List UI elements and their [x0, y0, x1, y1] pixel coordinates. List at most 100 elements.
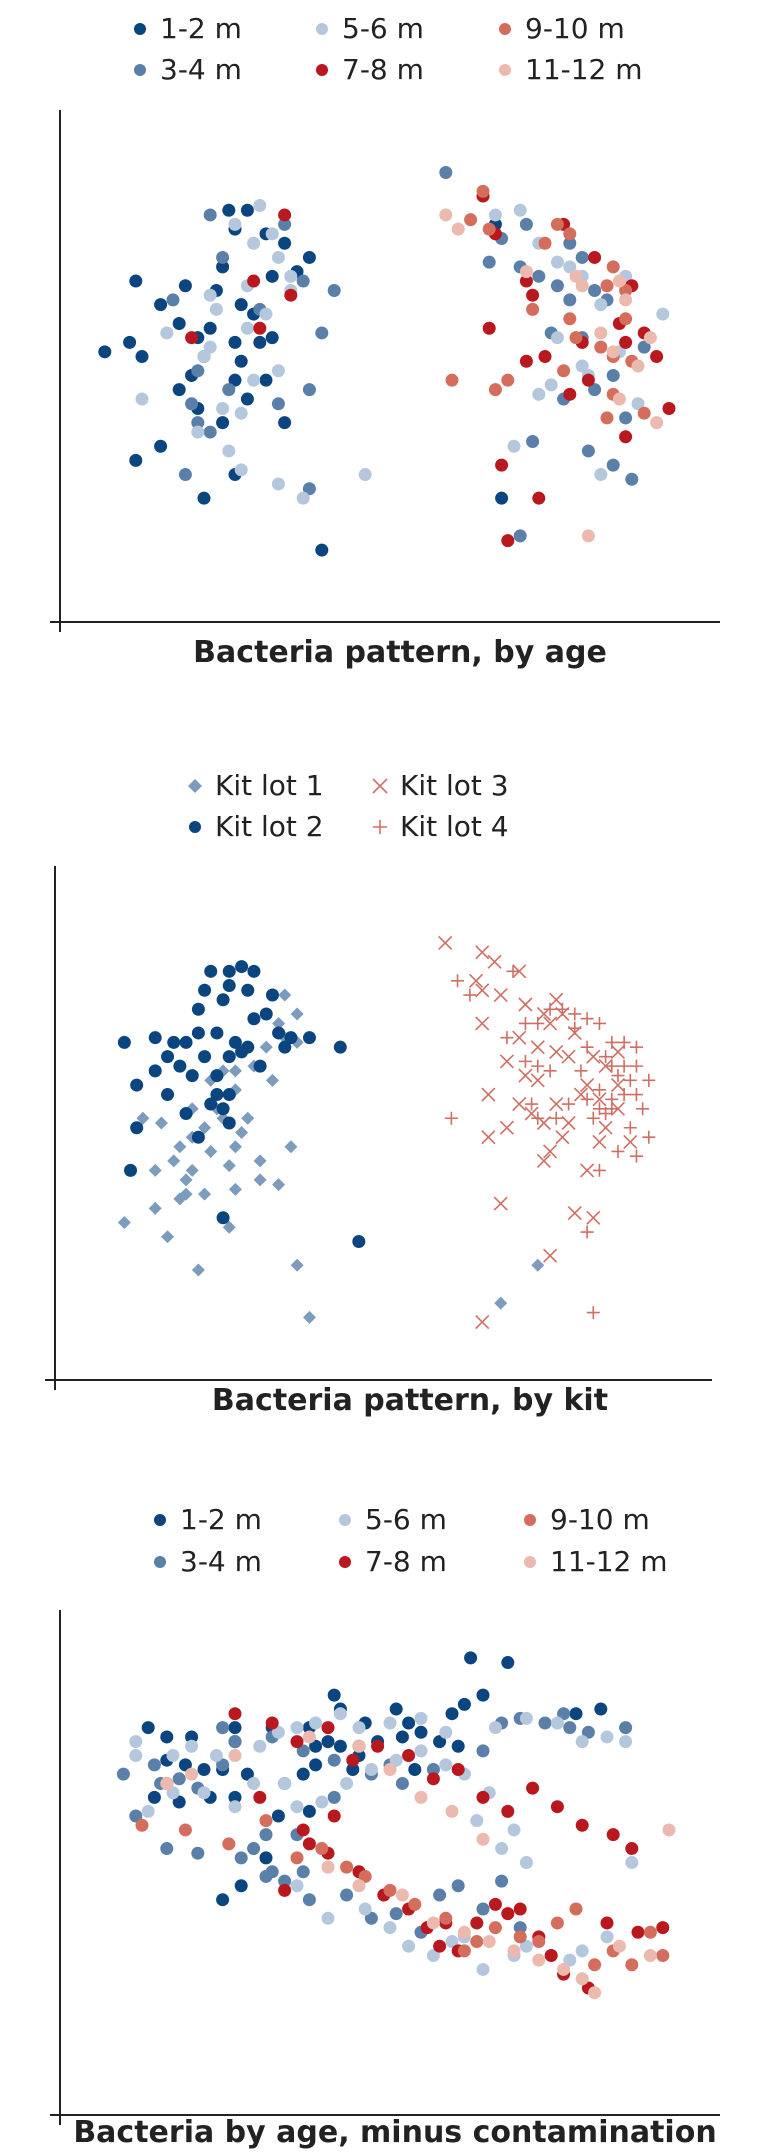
data-point-kit3 — [475, 1016, 490, 1031]
legend-label-kit1: Kit lot 1 — [215, 769, 324, 802]
data-point-1-2 — [216, 416, 230, 430]
data-point-11-12 — [594, 326, 608, 340]
legend-label-kit4: Kit lot 4 — [400, 810, 509, 843]
data-point-9-10 — [383, 1883, 397, 1897]
data-point-5-6 — [290, 1800, 304, 1814]
data-point-7-8 — [278, 1883, 292, 1897]
data-point-kit3 — [543, 1016, 558, 1031]
data-point-kit3 — [543, 1248, 558, 1263]
data-point-kit4 — [605, 1059, 619, 1073]
legend-marker-3-4 — [134, 64, 146, 76]
data-point-kit2 — [130, 1121, 144, 1135]
data-point-7-8 — [526, 288, 540, 302]
data-point-kit3 — [468, 973, 484, 988]
data-point-1-2 — [185, 1730, 199, 1744]
data-point-kit1 — [272, 1016, 286, 1030]
data-point-3-4 — [315, 326, 329, 340]
data-point-3-4 — [160, 1842, 174, 1856]
data-point-1-2 — [203, 321, 217, 335]
data-point-5-6 — [519, 1711, 533, 1725]
data-point-kit1 — [198, 1121, 212, 1135]
data-point-1-2 — [278, 236, 292, 250]
data-point-kit2 — [210, 1026, 224, 1040]
data-point-5-6 — [414, 1744, 428, 1758]
legend-marker-9-10 — [524, 1514, 536, 1526]
data-point-5-6 — [625, 1856, 639, 1869]
chart-panel-age-minus: 1-2 m 5-6 m 9-10 m 3-4 m 7-8 m 11-12 m Bacteri… — [0, 1470, 761, 2156]
data-point-7-8 — [290, 1735, 304, 1749]
data-point-11-12 — [321, 1860, 335, 1874]
data-point-5-6 — [203, 340, 217, 354]
legend-label-7-8: 7-8 m — [342, 53, 424, 86]
data-point-3-4 — [178, 468, 192, 482]
data-point-kit3 — [592, 1092, 607, 1107]
data-point-1-2 — [333, 1739, 347, 1753]
data-point-1-2 — [228, 1790, 242, 1804]
data-point-11-12 — [185, 1767, 199, 1781]
data-point-1-2 — [408, 1763, 422, 1776]
legend-marker-3-4 — [154, 1556, 166, 1568]
data-point-11-12 — [302, 1730, 316, 1744]
data-point-3-4 — [538, 1716, 552, 1730]
data-point-9-10 — [550, 1916, 564, 1930]
data-point-kit3 — [580, 1078, 595, 1093]
data-point-5-6 — [197, 1786, 211, 1800]
data-point-kit3 — [555, 1130, 570, 1145]
data-point-11-12 — [612, 1939, 626, 1953]
data-point-kit1 — [228, 1064, 242, 1078]
data-point-kit2 — [222, 1116, 236, 1130]
scatter-chart-kit: Kit lot 1 Kit lot 3 Kit lot 2 Kit lot 4 Bact… — [45, 769, 712, 1418]
data-point-9-10 — [588, 1958, 602, 1972]
data-point-kit1 — [185, 1163, 199, 1177]
data-point-kit2 — [333, 1040, 347, 1054]
data-point-1-2 — [123, 335, 137, 349]
data-point-11-12 — [619, 293, 633, 307]
data-point-5-6 — [532, 387, 546, 401]
data-point-kit1 — [204, 1144, 218, 1158]
data-point-kit2 — [148, 1064, 162, 1078]
data-point-1-2 — [402, 1716, 416, 1730]
data-point-7-8 — [451, 1763, 465, 1776]
data-point-5-6 — [519, 1939, 533, 1953]
data-point-5-6 — [284, 269, 298, 283]
data-point-3-4 — [327, 1790, 341, 1804]
data-point-11-12 — [457, 1925, 471, 1939]
data-point-3-4 — [451, 1879, 465, 1893]
data-point-5-6 — [315, 1795, 329, 1809]
data-point-5-6 — [253, 1739, 267, 1753]
data-point-kit4 — [605, 1035, 619, 1049]
data-point-1-2 — [476, 1688, 490, 1702]
data-point-5-6 — [222, 444, 236, 458]
data-point-5-6 — [228, 1800, 242, 1814]
data-point-3-4 — [532, 269, 546, 283]
data-point-7-8 — [501, 1907, 515, 1921]
data-point-9-10 — [643, 1925, 657, 1939]
data-point-9-10 — [526, 302, 540, 316]
data-point-1-2 — [240, 203, 254, 217]
data-point-kit4 — [549, 1111, 563, 1125]
data-point-kit1 — [185, 1102, 199, 1116]
data-point-7-8 — [302, 1837, 316, 1851]
data-point-5-6 — [240, 321, 254, 335]
data-point-3-4 — [222, 383, 236, 397]
data-point-kit3 — [543, 1144, 558, 1159]
data-point-9-10 — [439, 1911, 453, 1925]
legend-label-kit2: Kit lot 2 — [215, 810, 324, 843]
data-point-5-6 — [594, 468, 608, 482]
data-point-kit1 — [148, 1201, 162, 1215]
data-point-3-4 — [302, 482, 316, 496]
data-point-kit4 — [629, 1149, 643, 1163]
data-point-kit1 — [253, 1173, 267, 1187]
data-point-kit3 — [580, 1163, 595, 1178]
data-point-9-10 — [315, 1842, 329, 1856]
data-point-kit1 — [253, 1154, 267, 1168]
data-point-kit4 — [531, 1059, 545, 1073]
data-point-1-2 — [172, 317, 186, 331]
data-point-9-10 — [464, 213, 478, 227]
data-point-7-8 — [563, 387, 577, 401]
data-point-kit4 — [568, 1021, 582, 1035]
legend-marker-1-2 — [154, 1514, 166, 1526]
data-point-kit1 — [179, 1173, 193, 1187]
data-point-kit2 — [247, 964, 261, 978]
data-point-11-12 — [414, 1790, 428, 1804]
